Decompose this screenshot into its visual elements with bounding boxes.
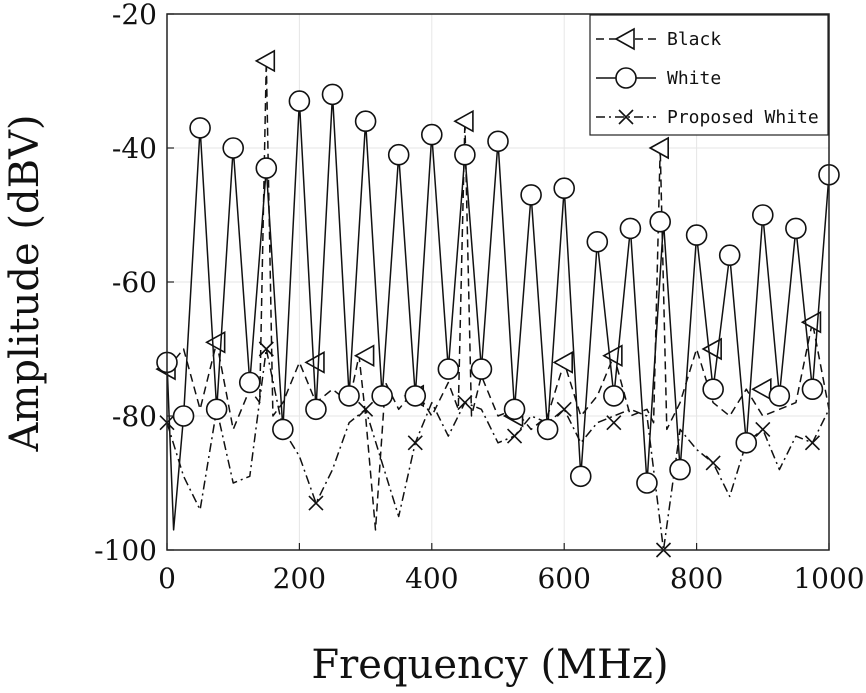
data-point-white [751, 204, 774, 226]
series-layer [155, 49, 840, 558]
data-point-white [603, 385, 625, 407]
data-point-white [205, 398, 228, 421]
data-point-white [172, 405, 195, 427]
x-tick-label: 600 [537, 562, 590, 595]
data-point-black [552, 351, 574, 374]
data-point-proposed-white [506, 428, 523, 444]
data-point-black [701, 337, 722, 361]
data-point-white [222, 137, 244, 159]
y-tick-label: -20 [112, 0, 157, 31]
legend-label: White [667, 68, 721, 89]
data-point-black [453, 109, 474, 133]
data-point-white [553, 177, 576, 199]
y-tick-label: -100 [94, 534, 157, 567]
data-point-proposed-white [705, 455, 721, 471]
y-tick-label: -40 [112, 132, 157, 165]
data-point-white [338, 385, 360, 407]
data-point-white [255, 157, 278, 179]
series-line-proposed-white [166, 348, 830, 551]
legend-marker [618, 109, 634, 125]
data-point-proposed-white [308, 495, 324, 511]
tick-marks [166, 13, 830, 551]
legend-label: Proposed White [667, 107, 819, 128]
data-point-white [586, 231, 609, 253]
data-point-proposed-white [556, 401, 572, 417]
data-point-white [420, 123, 443, 146]
data-point-white [536, 418, 559, 441]
data-point-white [619, 217, 642, 240]
x-tick-label: 800 [670, 562, 723, 595]
x-tick-label: 0 [158, 562, 176, 595]
legend-marker [614, 27, 635, 51]
data-point-proposed-white [258, 341, 274, 357]
series-white [156, 83, 840, 531]
data-point-white [768, 385, 791, 407]
x-axis-title: Frequency (MHz) [311, 642, 668, 688]
data-point-white [437, 358, 460, 380]
data-point-white [321, 83, 344, 106]
data-point-white [288, 90, 311, 112]
data-point-white [189, 117, 211, 139]
data-point-white [735, 431, 758, 454]
data-point-proposed-white [457, 395, 473, 411]
legend-item-proposed-white: Proposed White [596, 107, 819, 128]
y-tick-label: -60 [112, 266, 157, 299]
legend: Black White Proposed White [589, 14, 829, 136]
data-point-white [636, 472, 658, 494]
data-point-proposed-white [606, 415, 622, 431]
data-point-proposed-white [804, 435, 821, 451]
data-point-black [800, 310, 822, 334]
x-tick-label: 200 [273, 562, 326, 595]
data-point-black [648, 136, 669, 160]
data-point-white [718, 244, 741, 266]
data-point-white [487, 130, 509, 153]
x-tick-label: 1000 [793, 562, 864, 595]
data-point-black [353, 344, 375, 368]
data-point-white [305, 398, 327, 421]
x-tick-label: 400 [405, 562, 458, 595]
data-point-white [454, 143, 476, 166]
data-point-white [801, 378, 824, 401]
data-point-white [354, 110, 377, 132]
data-point-white [685, 224, 708, 246]
data-point-white [470, 358, 493, 380]
legend-marker [615, 67, 637, 89]
data-point-white [669, 458, 691, 481]
legend-label: Black [667, 29, 721, 50]
legend-item-white: White [596, 67, 721, 89]
y-tick-label: -80 [112, 400, 157, 433]
data-point-proposed-white [407, 435, 423, 451]
tick-labels: 0 200 400 600 800 1000 -20 -40 -60 -80 -100 [94, 0, 865, 595]
data-point-proposed-white [755, 421, 771, 437]
data-point-white [569, 465, 592, 488]
data-point-white [238, 371, 261, 394]
data-point-black [751, 377, 772, 401]
data-point-white [272, 418, 294, 441]
legend-item-black: Black [596, 27, 721, 51]
series-line-white [166, 93, 830, 531]
data-point-black [254, 49, 276, 73]
data-point-white [404, 385, 427, 407]
data-point-white [503, 398, 526, 421]
y-axis-title: Amplitude (dBV) [2, 115, 48, 453]
data-point-white [371, 385, 393, 407]
data-point-white [702, 378, 724, 401]
data-point-white [785, 217, 807, 240]
data-point-white [520, 184, 542, 206]
series-line-black [166, 60, 830, 531]
data-point-white [649, 210, 671, 233]
data-point-white [387, 143, 410, 166]
